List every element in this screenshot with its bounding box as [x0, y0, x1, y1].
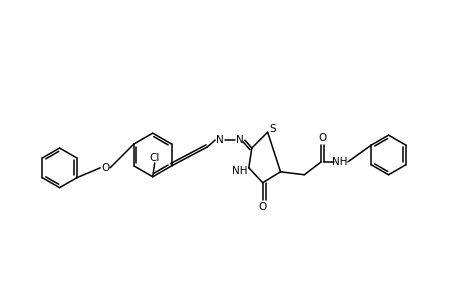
Text: NH: NH [331, 157, 347, 167]
Text: S: S [269, 124, 275, 134]
Text: N: N [216, 135, 224, 145]
Text: N: N [235, 135, 243, 145]
Text: NH: NH [232, 166, 247, 176]
Text: Cl: Cl [149, 153, 160, 163]
Text: O: O [258, 202, 266, 212]
Text: O: O [101, 163, 109, 173]
Text: O: O [318, 133, 326, 143]
